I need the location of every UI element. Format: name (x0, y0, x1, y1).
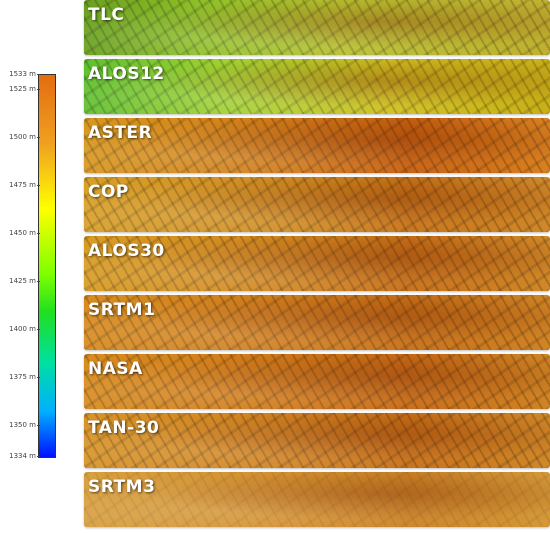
dem-strip-label: TLC (88, 5, 125, 25)
dem-strip-label: NASA (88, 359, 143, 379)
dem-strip-label: COP (88, 182, 129, 202)
dem-strip-label: ALOS12 (88, 64, 165, 84)
dem-strip-aster: ASTER (84, 118, 550, 173)
dem-strip-label: TAN-30 (88, 418, 160, 438)
dem-strip-srtm1: SRTM1 (84, 295, 550, 350)
dem-strip-label: ASTER (88, 123, 153, 143)
dem-strip-label: SRTM1 (88, 300, 156, 320)
dem-strip-label: SRTM3 (88, 477, 156, 497)
dem-strip-alos12: ALOS12 (84, 59, 550, 114)
dem-strip-cop: COP (84, 177, 550, 232)
dem-strip-alos30: ALOS30 (84, 236, 550, 291)
legend-tick-label: 1425 m (0, 277, 40, 285)
dem-strip-nasa: NASA (84, 354, 550, 409)
legend-tick-label: 1533 m (0, 70, 40, 78)
elevation-color-bar (38, 74, 56, 458)
elevation-legend: 1533 m 1525 m 1500 m 1475 m 1450 m 1425 m 1400… (0, 60, 70, 460)
legend-tick-label: 1450 m (0, 229, 40, 237)
legend-tick-label: 1475 m (0, 181, 40, 189)
dem-strip-tan-30: TAN-30 (84, 413, 550, 468)
dem-strip-label: ALOS30 (88, 241, 165, 261)
legend-tick-label: 1334 m (0, 452, 40, 460)
legend-tick-label: 1500 m (0, 133, 40, 141)
dem-strip-tlc: TLC (84, 0, 550, 55)
legend-tick-label: 1525 m (0, 85, 40, 93)
legend-tick-label: 1350 m (0, 421, 40, 429)
dem-strip-srtm3: SRTM3 (84, 472, 550, 527)
dem-comparison-strips: TLC ALOS12 ASTER COP ALOS30 SRTM1 NASA T… (84, 0, 550, 531)
legend-tick-label: 1375 m (0, 373, 40, 381)
legend-tick-label: 1400 m (0, 325, 40, 333)
